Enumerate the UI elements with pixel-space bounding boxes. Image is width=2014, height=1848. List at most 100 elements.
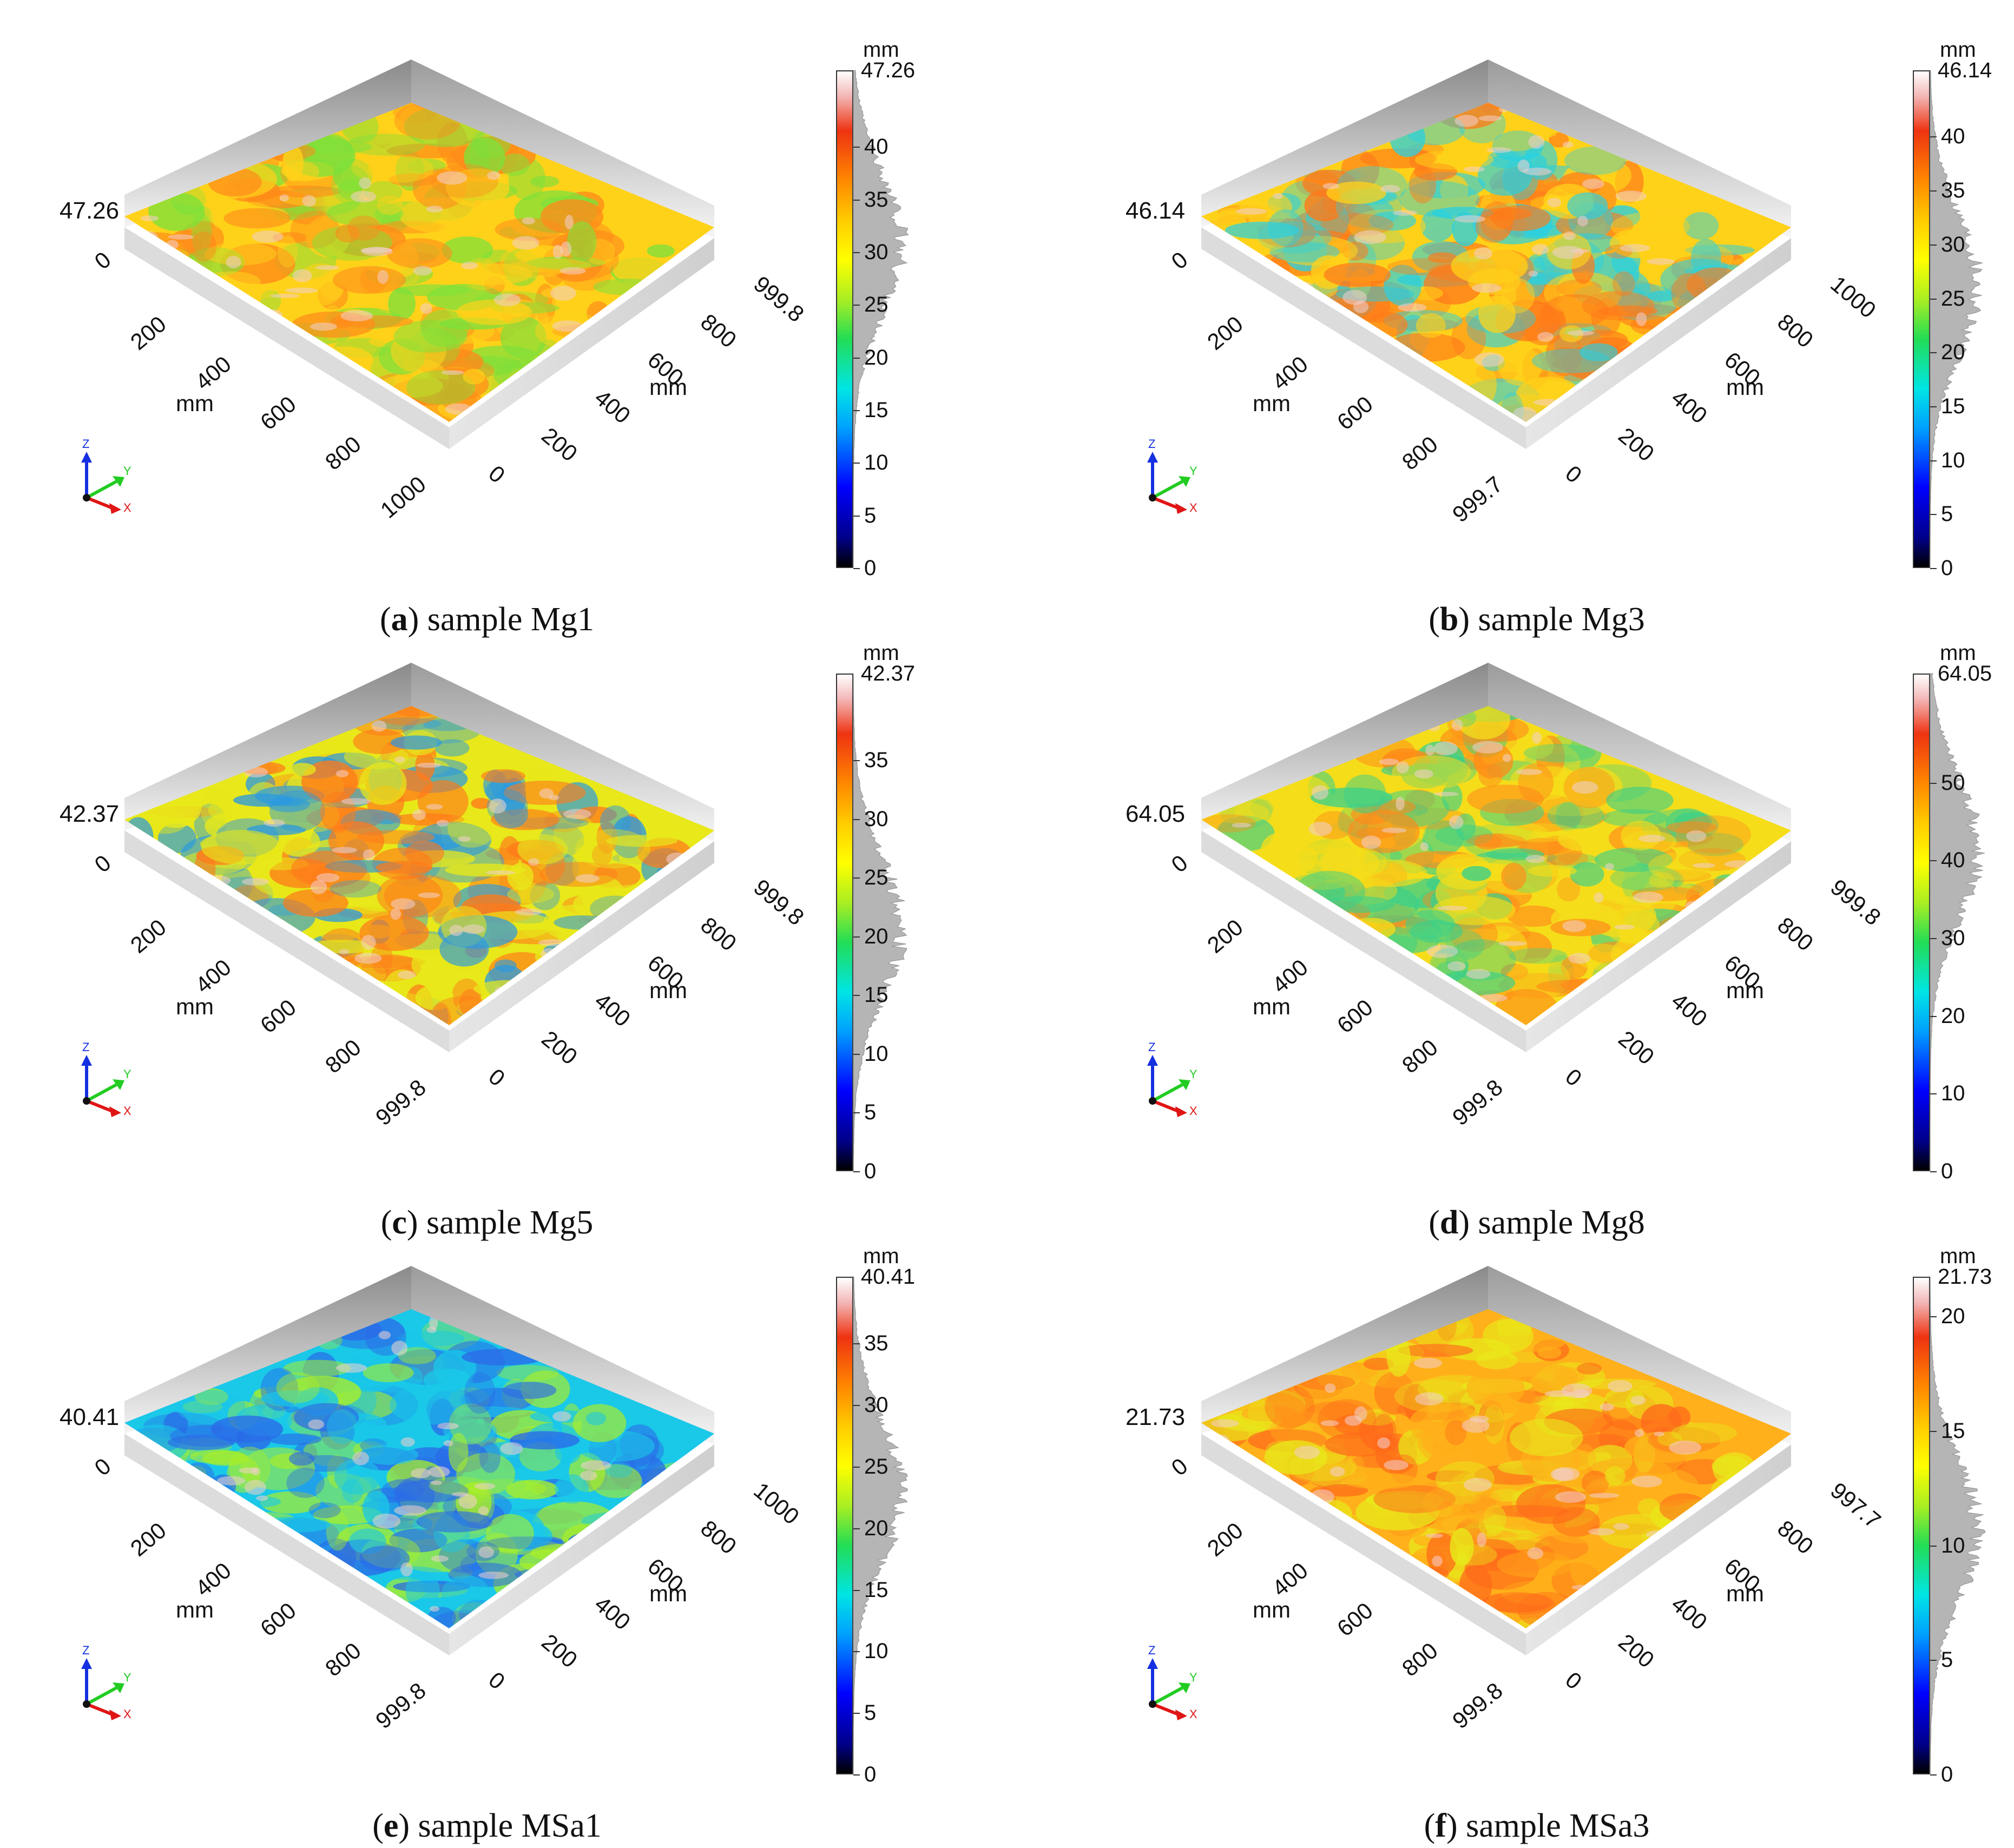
y-tick-label: 400: [1667, 385, 1712, 428]
x-tick-label: 800: [1397, 1034, 1443, 1078]
panel-letter: b: [1439, 601, 1459, 638]
z-zero-label: 0: [90, 247, 116, 274]
colorbar-tick: [853, 1405, 860, 1406]
panel-caption: (a) sample Mg1: [379, 601, 595, 638]
x-tick-label: 600: [255, 1598, 301, 1641]
back-wall: [124, 60, 411, 227]
y-tick-label: 0: [484, 1667, 510, 1694]
colorbar-tick: [1930, 244, 1937, 246]
x-tick-label: 800: [320, 431, 366, 475]
y-axis-arrow: [1151, 1083, 1183, 1103]
y-axis-arrow: [85, 480, 117, 499]
colorbar-max-label: 46.14: [1938, 58, 1992, 82]
colorbar-histogram: [1930, 70, 1983, 568]
triad-z-label: Z: [82, 438, 89, 451]
y-tick-label: 999.8: [749, 874, 809, 930]
x-tick-label: 400: [190, 1557, 236, 1601]
y-tick-label: 400: [590, 1591, 635, 1635]
triad-x-label: X: [123, 1104, 131, 1117]
y-axis-unit: mm: [649, 374, 687, 400]
colorbar-unit: mm: [1940, 38, 1976, 62]
axis-triad: Z Y X: [81, 438, 131, 514]
x-axis-unit: mm: [1253, 391, 1291, 416]
axis-triad: Z Y X: [1147, 1645, 1197, 1720]
base-front-left: [124, 227, 449, 449]
triad-x-label: X: [123, 501, 131, 514]
x-tick-label: 400: [190, 954, 236, 998]
x-tick-label: 600: [255, 391, 301, 435]
colorbar-tick: [853, 199, 860, 201]
y-tick-label: 200: [1614, 1629, 1659, 1673]
colorbar-tick-label: 40: [1941, 848, 1965, 873]
z-zero-label: 0: [1167, 1453, 1193, 1481]
triad-z-label: Z: [82, 1645, 89, 1657]
colorbar-tick: [853, 1774, 860, 1776]
colorbar-tick-label: 20: [1941, 340, 1965, 365]
x-axis-unit: mm: [176, 391, 214, 416]
colorbar-tick: [1930, 1316, 1937, 1318]
colorbar-tick: [1930, 568, 1937, 569]
back-wall: [124, 663, 411, 830]
axis-triad: Z Y X: [81, 1645, 131, 1720]
z-max-label: 40.41: [60, 1404, 120, 1430]
colorbar-tick-label: 0: [864, 1763, 877, 1786]
x-axis-arrow: [1151, 1099, 1181, 1113]
triad-x-label: X: [123, 1707, 131, 1720]
x-tick-label: 600: [1332, 391, 1378, 435]
surface-panel-a: 200 400 600 800 1000 0 200 400 600 800 999.8 mm mm 0 4…: [0, 38, 920, 638]
colorbar-tick: [853, 1343, 860, 1345]
colorbar-tick: [1930, 1545, 1937, 1547]
y-axis-unit: mm: [649, 978, 687, 1003]
triad-y-label: Y: [1189, 1067, 1197, 1081]
colorbar-max-label: 40.41: [861, 1265, 916, 1289]
z-zero-label: 0: [90, 850, 116, 877]
z-max-label: 21.73: [1126, 1404, 1186, 1430]
triad-y-label: Y: [123, 464, 131, 478]
colorbar-tick: [1930, 514, 1937, 516]
back-wall-right: [411, 663, 714, 841]
panel-caption: (b) sample Mg3: [1429, 601, 1645, 638]
colorbar-tick: [853, 410, 860, 411]
x-tick-label: 800: [1397, 1638, 1443, 1681]
colorbar-tick: [1930, 190, 1937, 192]
colorbar: [1913, 1277, 1930, 1774]
back-wall-right: [411, 60, 714, 238]
x-axis-unit: mm: [1253, 1597, 1291, 1622]
base-front-right: [1526, 238, 1791, 449]
colorbar-tick-label: 35: [864, 748, 888, 773]
surface-panel-f: 200 400 600 800 999.8 0 200 400 600 800 997.7 mm mm 0…: [1077, 1244, 1997, 1844]
triad-z-label: Z: [1148, 1041, 1155, 1054]
triad-x-label: X: [1189, 501, 1197, 514]
y-tick-label: 997.7: [1826, 1477, 1886, 1534]
colorbar-tick: [853, 877, 860, 879]
panel-caption-text: sample MSa1: [418, 1807, 602, 1844]
colorbar-tick-label: 5: [864, 1100, 877, 1125]
z-max-label: 64.05: [1126, 801, 1186, 827]
y-tick-label: 200: [537, 1629, 582, 1673]
colorbar-tick: [853, 463, 860, 464]
colorbar-tick-label: 35: [864, 187, 888, 212]
y-tick-label: 0: [1561, 1064, 1587, 1091]
x-tick-label: 1000: [376, 471, 431, 523]
x-tick-label: 800: [1397, 431, 1443, 475]
y-tick-label: 200: [537, 1026, 582, 1070]
x-tick-label: 999.7: [1447, 471, 1508, 527]
panel-caption-text: sample Mg8: [1478, 1204, 1645, 1241]
y-tick-label: 0: [484, 1064, 510, 1091]
colorbar-tick: [853, 568, 860, 569]
colorbar-tick: [853, 995, 860, 996]
origin-dot: [83, 1097, 90, 1105]
colorbar-tick-label: 20: [864, 345, 888, 369]
panel-letter: e: [383, 1807, 399, 1844]
y-axis-unit: mm: [1726, 374, 1764, 400]
colorbar-histogram: [853, 1276, 908, 1774]
y-tick-label: 800: [1773, 912, 1818, 956]
y-tick-label: 200: [1614, 1026, 1659, 1070]
y-tick-label: 0: [1561, 460, 1587, 488]
back-wall: [1201, 60, 1488, 227]
colorbar-max-label: 47.26: [861, 58, 916, 82]
colorbar-max-label: 21.73: [1938, 1265, 1992, 1289]
